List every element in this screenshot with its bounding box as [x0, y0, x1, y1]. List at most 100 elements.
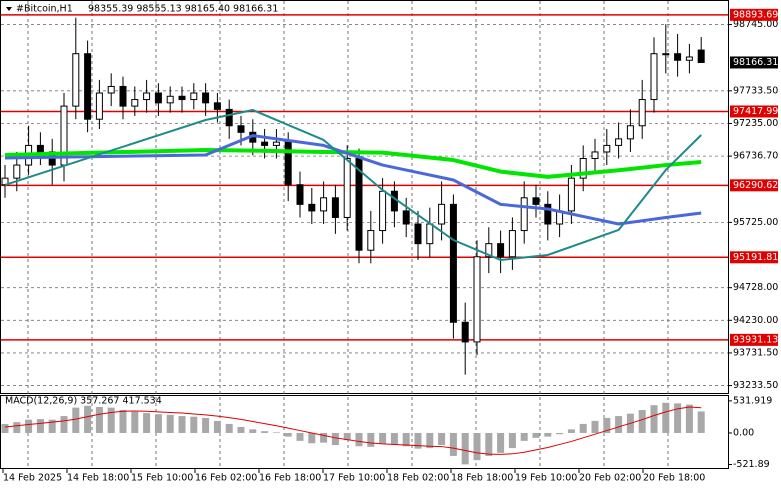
macd-bar — [237, 426, 245, 433]
time-label: 14 Feb 18:00 — [67, 473, 129, 484]
macd-bar — [213, 420, 221, 433]
macd-bar — [107, 407, 115, 433]
candle-body — [261, 141, 269, 146]
macd-bar — [166, 414, 174, 433]
macd-bar — [402, 432, 410, 447]
candle-body — [449, 203, 457, 323]
candle-body — [84, 53, 92, 120]
candle-body — [497, 243, 505, 258]
macd-bar — [685, 404, 693, 433]
macd-bar — [95, 407, 103, 433]
macd-bar — [331, 432, 339, 446]
macd-bar — [308, 432, 316, 444]
macd-bar — [638, 410, 646, 433]
macd-bar — [154, 414, 162, 433]
y-tick-label: 98745.00 — [733, 19, 778, 30]
level-label: 98893.69 — [733, 9, 778, 20]
level-box — [730, 8, 778, 21]
macd-bar — [202, 417, 210, 433]
macd-bar — [119, 410, 127, 433]
menu-arrow[interactable] — [6, 7, 12, 11]
time-label: 19 Feb 10:00 — [515, 473, 577, 484]
candle-body — [603, 144, 611, 153]
candle-body — [520, 197, 528, 232]
candle-body — [308, 203, 316, 212]
macd-bar — [225, 423, 233, 433]
candle-body — [343, 158, 351, 218]
macd-bar — [520, 432, 528, 441]
candle-body — [461, 321, 469, 343]
candle-body — [143, 92, 151, 101]
macd-bar — [662, 402, 670, 433]
level-label: 95191.81 — [733, 252, 778, 263]
candle-body — [579, 158, 587, 179]
macd-bar — [190, 416, 198, 433]
macd-bar — [650, 405, 658, 433]
moving-average — [4, 147, 702, 179]
candle-body — [485, 243, 493, 258]
macd-bar — [1, 423, 9, 433]
candle-body — [154, 92, 162, 104]
level-label: 97417.99 — [733, 106, 778, 117]
macd-bar — [556, 432, 564, 435]
macd-bar — [674, 403, 682, 433]
candle-body — [591, 151, 599, 160]
macd-bar — [143, 413, 151, 433]
macd-bar — [473, 432, 481, 461]
macd-bar — [72, 407, 80, 433]
macd-bar — [497, 432, 505, 453]
candle-body — [95, 92, 103, 120]
macd-bar — [272, 432, 280, 433]
candle-body — [650, 53, 658, 101]
candle-body — [390, 190, 398, 212]
time-label: 17 Feb 10:00 — [323, 473, 385, 484]
candle-body — [674, 53, 682, 61]
candle-body — [367, 230, 375, 251]
candle-body — [379, 190, 387, 232]
macd-bar — [355, 432, 363, 447]
macd-bar — [25, 419, 33, 433]
y-tick-label: 94230.00 — [733, 315, 778, 326]
macd-bar — [131, 411, 139, 433]
candle-body — [626, 125, 634, 140]
macd-bar — [697, 411, 705, 433]
level-box — [730, 333, 778, 346]
macd-bar — [48, 419, 56, 433]
macd-bar — [567, 429, 575, 433]
macd-panel — [0, 395, 729, 469]
macd-bar — [13, 422, 21, 433]
candle-body — [638, 99, 646, 127]
candle-body — [473, 256, 481, 343]
macd-bar — [296, 432, 304, 441]
macd-bar — [485, 432, 493, 456]
macd-bar — [284, 432, 292, 437]
macd-bar — [390, 432, 398, 445]
candle-body — [662, 53, 670, 56]
candle-body — [284, 141, 292, 186]
candle-body — [72, 53, 80, 107]
y-tick-label: 96736.70 — [733, 151, 778, 162]
macd-bar — [379, 432, 387, 444]
candle-body — [190, 92, 198, 101]
candle-body — [402, 210, 410, 225]
candle-body — [107, 85, 115, 94]
time-label: 16 Feb 18:00 — [259, 473, 321, 484]
macd-bar — [591, 420, 599, 433]
macd-title: MACD(12,26,9) 357.267 417.534 — [5, 396, 162, 407]
candle-body — [544, 203, 552, 225]
candle-body — [567, 177, 575, 212]
ohlc: 98355.39 98555.13 98165.40 98166.31 — [88, 4, 278, 15]
macd-bar — [579, 423, 587, 433]
y-tick-label: 0.00 — [733, 427, 754, 438]
time-label: 18 Feb 02:00 — [387, 473, 449, 484]
macd-bar — [544, 432, 552, 437]
y-tick-label: 93731.50 — [733, 347, 778, 358]
macd-bar — [508, 432, 516, 449]
y-tick-label: 97235.00 — [733, 118, 778, 129]
candle-body — [272, 141, 280, 146]
macd-bar — [84, 405, 92, 433]
candle-body — [331, 197, 339, 218]
candle-body — [697, 49, 705, 63]
time-label: 16 Feb 02:00 — [195, 473, 257, 484]
